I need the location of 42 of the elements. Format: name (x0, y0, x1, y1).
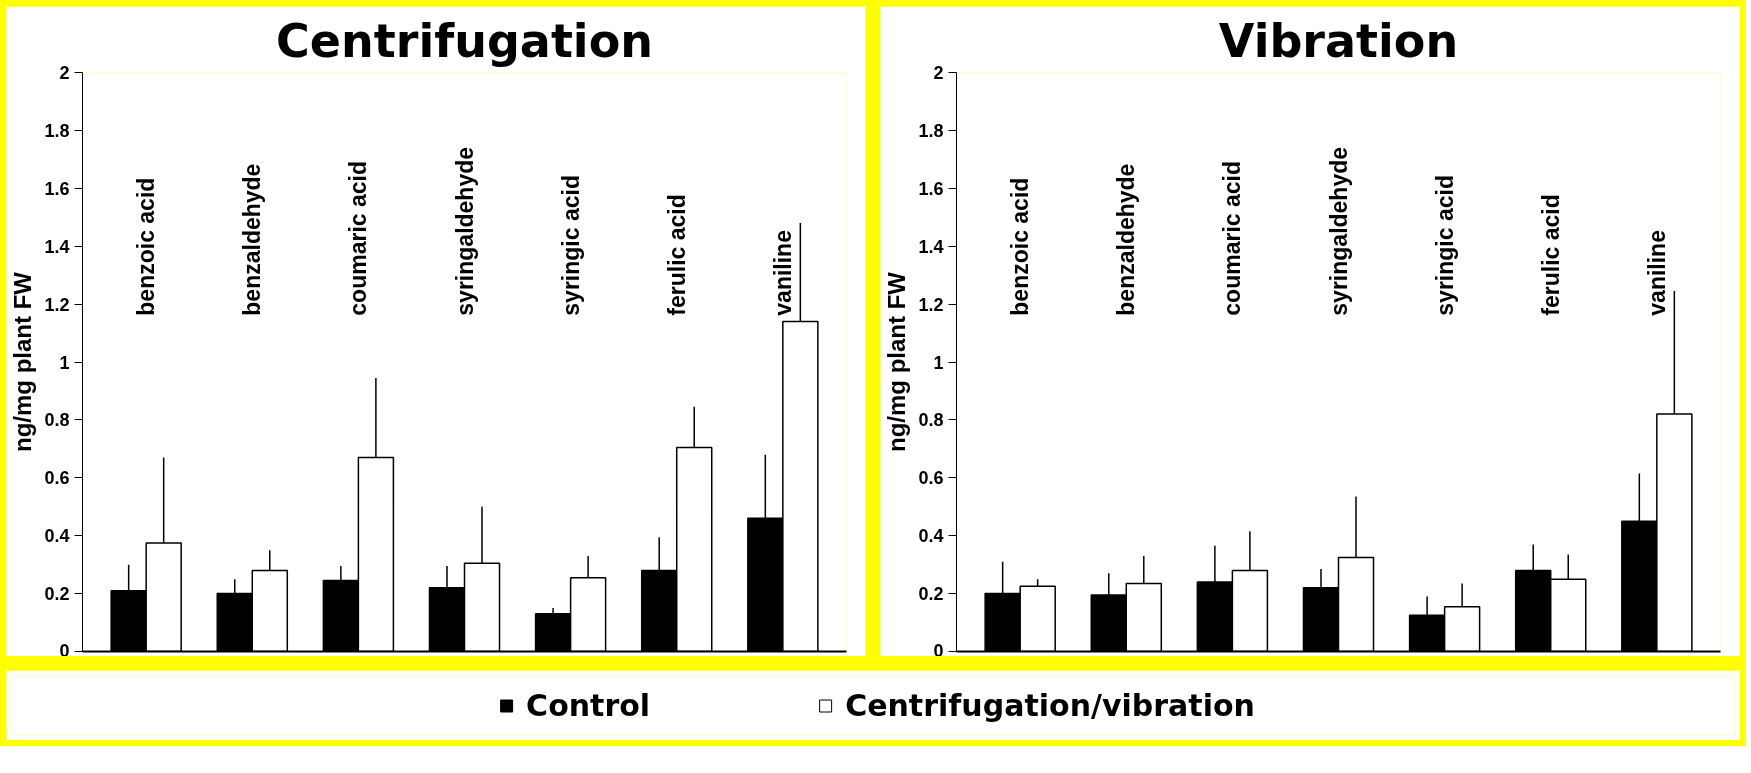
x-tick-label: ferulic acid (1537, 194, 1564, 316)
y-axis-title: ng/mg plant FW (883, 271, 911, 452)
x-tick-label: benzoic acid (133, 177, 160, 316)
x-tick-label: benzoic acid (1007, 177, 1034, 316)
y-tick-label: 1.6 (918, 178, 944, 199)
x-tick-label: syringaldehyde (451, 146, 478, 316)
y-tick-label: 0.2 (44, 584, 70, 605)
y-tick-label: 0.8 (918, 410, 944, 431)
y-axis-title: ng/mg plant FW (9, 271, 37, 452)
legend-label: Control (526, 687, 651, 723)
y-tick-label: 0.8 (44, 410, 70, 431)
x-tick-label: coumaric acid (1219, 160, 1246, 316)
y-tick-label: 0 (59, 640, 70, 661)
y-tick-label: 1.6 (44, 178, 70, 199)
x-tick-label: syringic acid (1431, 175, 1458, 316)
x-tick-label: vaniline (1643, 230, 1670, 316)
y-tick-label: 1.8 (918, 120, 944, 141)
x-tick-label: syringic acid (557, 175, 584, 316)
y-tick-label: 2 (59, 63, 70, 83)
x-tick-label: ferulic acid (663, 194, 690, 316)
y-tick-label: 1.4 (44, 236, 70, 257)
y-tick-label: 1 (933, 352, 944, 373)
x-tick-label: benzaldehyde (1113, 163, 1140, 316)
y-tick-label: 0.2 (918, 584, 944, 605)
x-tick-label: benzaldehyde (239, 163, 266, 316)
x-tick-label: coumaric acid (345, 160, 372, 316)
y-tick-label: 0.6 (918, 468, 944, 489)
y-tick-label: 0.4 (918, 526, 944, 547)
y-tick-label: 2 (933, 63, 944, 83)
y-tick-label: 1.4 (918, 236, 944, 257)
y-tick-label: 1.8 (44, 120, 70, 141)
y-tick-label: 1.2 (918, 294, 944, 315)
y-tick-label: 1.2 (44, 294, 70, 315)
y-tick-label: 0.4 (44, 526, 70, 547)
y-tick-label: 0.6 (44, 468, 70, 489)
chart-title: Centrifugation (276, 13, 653, 68)
x-tick-label: vaniline (769, 230, 796, 316)
y-tick-label: 0 (933, 640, 944, 661)
legend-label: Centrifugation/vibration (845, 687, 1255, 723)
x-tick-label: syringaldehyde (1325, 146, 1352, 316)
y-tick-label: 1 (59, 352, 70, 373)
chart-title: Vibration (1218, 13, 1459, 68)
